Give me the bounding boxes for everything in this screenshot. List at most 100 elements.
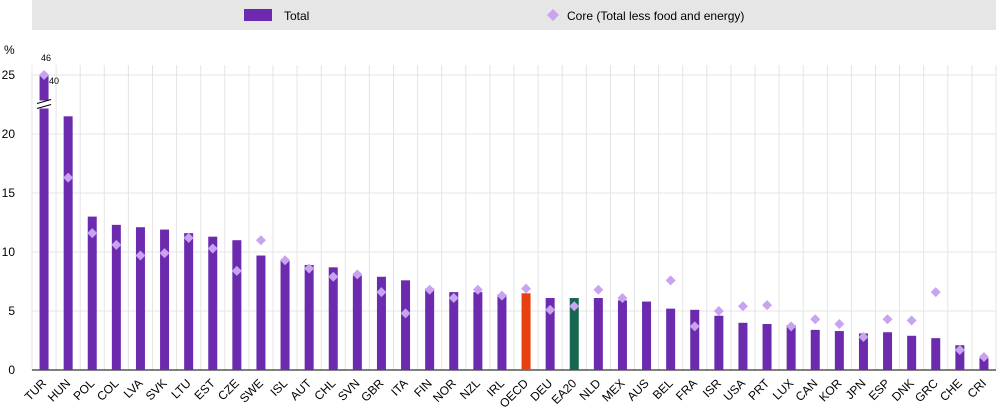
core-marker-nor xyxy=(448,293,459,304)
axis-break-gap xyxy=(37,100,52,109)
bar-svn xyxy=(352,275,362,370)
core-marker-jpn xyxy=(858,331,869,342)
core-marker-fra xyxy=(689,321,700,332)
core-marker-che xyxy=(954,344,965,355)
core-marker-oecd xyxy=(521,283,532,294)
y-tick-label: 15 xyxy=(2,186,16,200)
axis-break-line xyxy=(36,99,52,104)
bar-lva xyxy=(135,227,145,370)
core-marker-lux xyxy=(786,321,797,332)
bar-isl xyxy=(280,260,290,370)
bar-fin xyxy=(425,288,435,370)
bar-che xyxy=(955,345,965,370)
core-marker-cze xyxy=(231,265,242,276)
bar-oecd xyxy=(521,293,531,370)
x-tick-label: CHE xyxy=(937,376,965,404)
bar-irl xyxy=(497,294,507,370)
bar-kor xyxy=(834,331,844,370)
core-marker-svk xyxy=(159,248,170,259)
x-tick-label: EST xyxy=(191,376,218,403)
bar-aut xyxy=(304,264,314,370)
x-tick-label: CZE xyxy=(215,376,242,403)
bar-fra xyxy=(690,309,700,370)
x-tick-label: PRT xyxy=(745,376,772,403)
core-marker-usa xyxy=(737,301,748,312)
core-marker-ea20 xyxy=(569,301,580,312)
x-tick-label: GRC xyxy=(912,376,941,405)
bar-dnk xyxy=(907,335,917,370)
bar-aus xyxy=(642,301,652,370)
bar-jpn xyxy=(858,333,868,370)
legend-swatch-core xyxy=(547,9,559,21)
y-tick-label: 25 xyxy=(2,68,16,82)
core-marker-dnk xyxy=(906,315,917,326)
bar-hun xyxy=(63,116,73,370)
core-marker-deu xyxy=(545,304,556,315)
x-tick-label: DNK xyxy=(889,376,917,404)
bar-gbr xyxy=(376,276,386,370)
y-tick-label: 10 xyxy=(2,245,16,259)
x-tick-label: KOR xyxy=(816,376,845,405)
core-marker-col xyxy=(111,239,122,250)
x-tick-label: MEX xyxy=(599,376,627,404)
bar-deu xyxy=(545,298,555,370)
bar-cze xyxy=(232,240,242,370)
core-marker-chl xyxy=(328,271,339,282)
core-marker-prt xyxy=(762,300,773,311)
annotation-core-tur: 40 xyxy=(49,76,59,86)
core-marker-tur xyxy=(39,70,50,80)
bar-nor xyxy=(449,292,459,370)
core-marker-nld xyxy=(593,284,604,295)
x-tick-label: SVN xyxy=(335,376,362,403)
core-marker-hun xyxy=(63,172,74,183)
core-marker-grc xyxy=(930,287,941,298)
x-tick-label: LTU xyxy=(168,376,193,401)
legend-swatch-total xyxy=(244,9,272,21)
x-tick-label: CHL xyxy=(311,376,338,403)
core-marker-isr xyxy=(713,306,724,316)
x-tick-label: AUS xyxy=(624,376,651,403)
bar-grc xyxy=(931,338,941,370)
core-marker-cri xyxy=(978,352,989,363)
core-marker-est xyxy=(207,243,218,254)
y-tick-label: 20 xyxy=(2,127,16,141)
x-tick-label: HUN xyxy=(45,376,73,404)
bar-can xyxy=(810,329,820,370)
x-tick-label: USA xyxy=(721,376,748,403)
x-tick-label: LVA xyxy=(121,376,146,401)
core-marker-esp xyxy=(882,314,893,325)
x-tick-label: JPN xyxy=(843,376,869,402)
core-marker-fin xyxy=(424,284,435,295)
bar-nzl xyxy=(473,292,483,370)
axis-break-line xyxy=(36,104,52,109)
x-tick-label: ESP xyxy=(866,376,893,403)
bar-esp xyxy=(883,332,893,370)
core-marker-isl xyxy=(280,255,291,266)
legend-label-core: Core (Total less food and energy) xyxy=(567,9,744,23)
bar-ita xyxy=(401,280,411,370)
x-tick-label: AUT xyxy=(287,376,314,403)
core-marker-bel xyxy=(665,275,676,286)
bar-lux xyxy=(786,325,796,370)
bar-pol xyxy=(87,216,97,370)
x-tick-label: SVK xyxy=(143,376,170,403)
x-tick-label: COL xyxy=(94,376,122,404)
x-tick-label: NLD xyxy=(577,376,604,403)
core-marker-lva xyxy=(135,250,146,261)
core-marker-aut xyxy=(304,263,315,274)
y-tick-label: 0 xyxy=(8,363,15,377)
core-marker-pol xyxy=(87,228,98,239)
y-axis-label: % xyxy=(4,43,15,57)
x-tick-label: POL xyxy=(70,376,97,403)
core-marker-irl xyxy=(496,290,507,301)
annotation-total-tur: 46 xyxy=(41,53,51,63)
legend-label-total: Total xyxy=(284,9,309,23)
x-tick-label: ISR xyxy=(700,376,724,400)
core-marker-can xyxy=(810,314,821,325)
x-tick-label: NOR xyxy=(430,376,459,405)
x-tick-label: CRI xyxy=(965,376,990,401)
bar-ltu xyxy=(184,233,194,370)
bar-svk xyxy=(160,229,170,370)
